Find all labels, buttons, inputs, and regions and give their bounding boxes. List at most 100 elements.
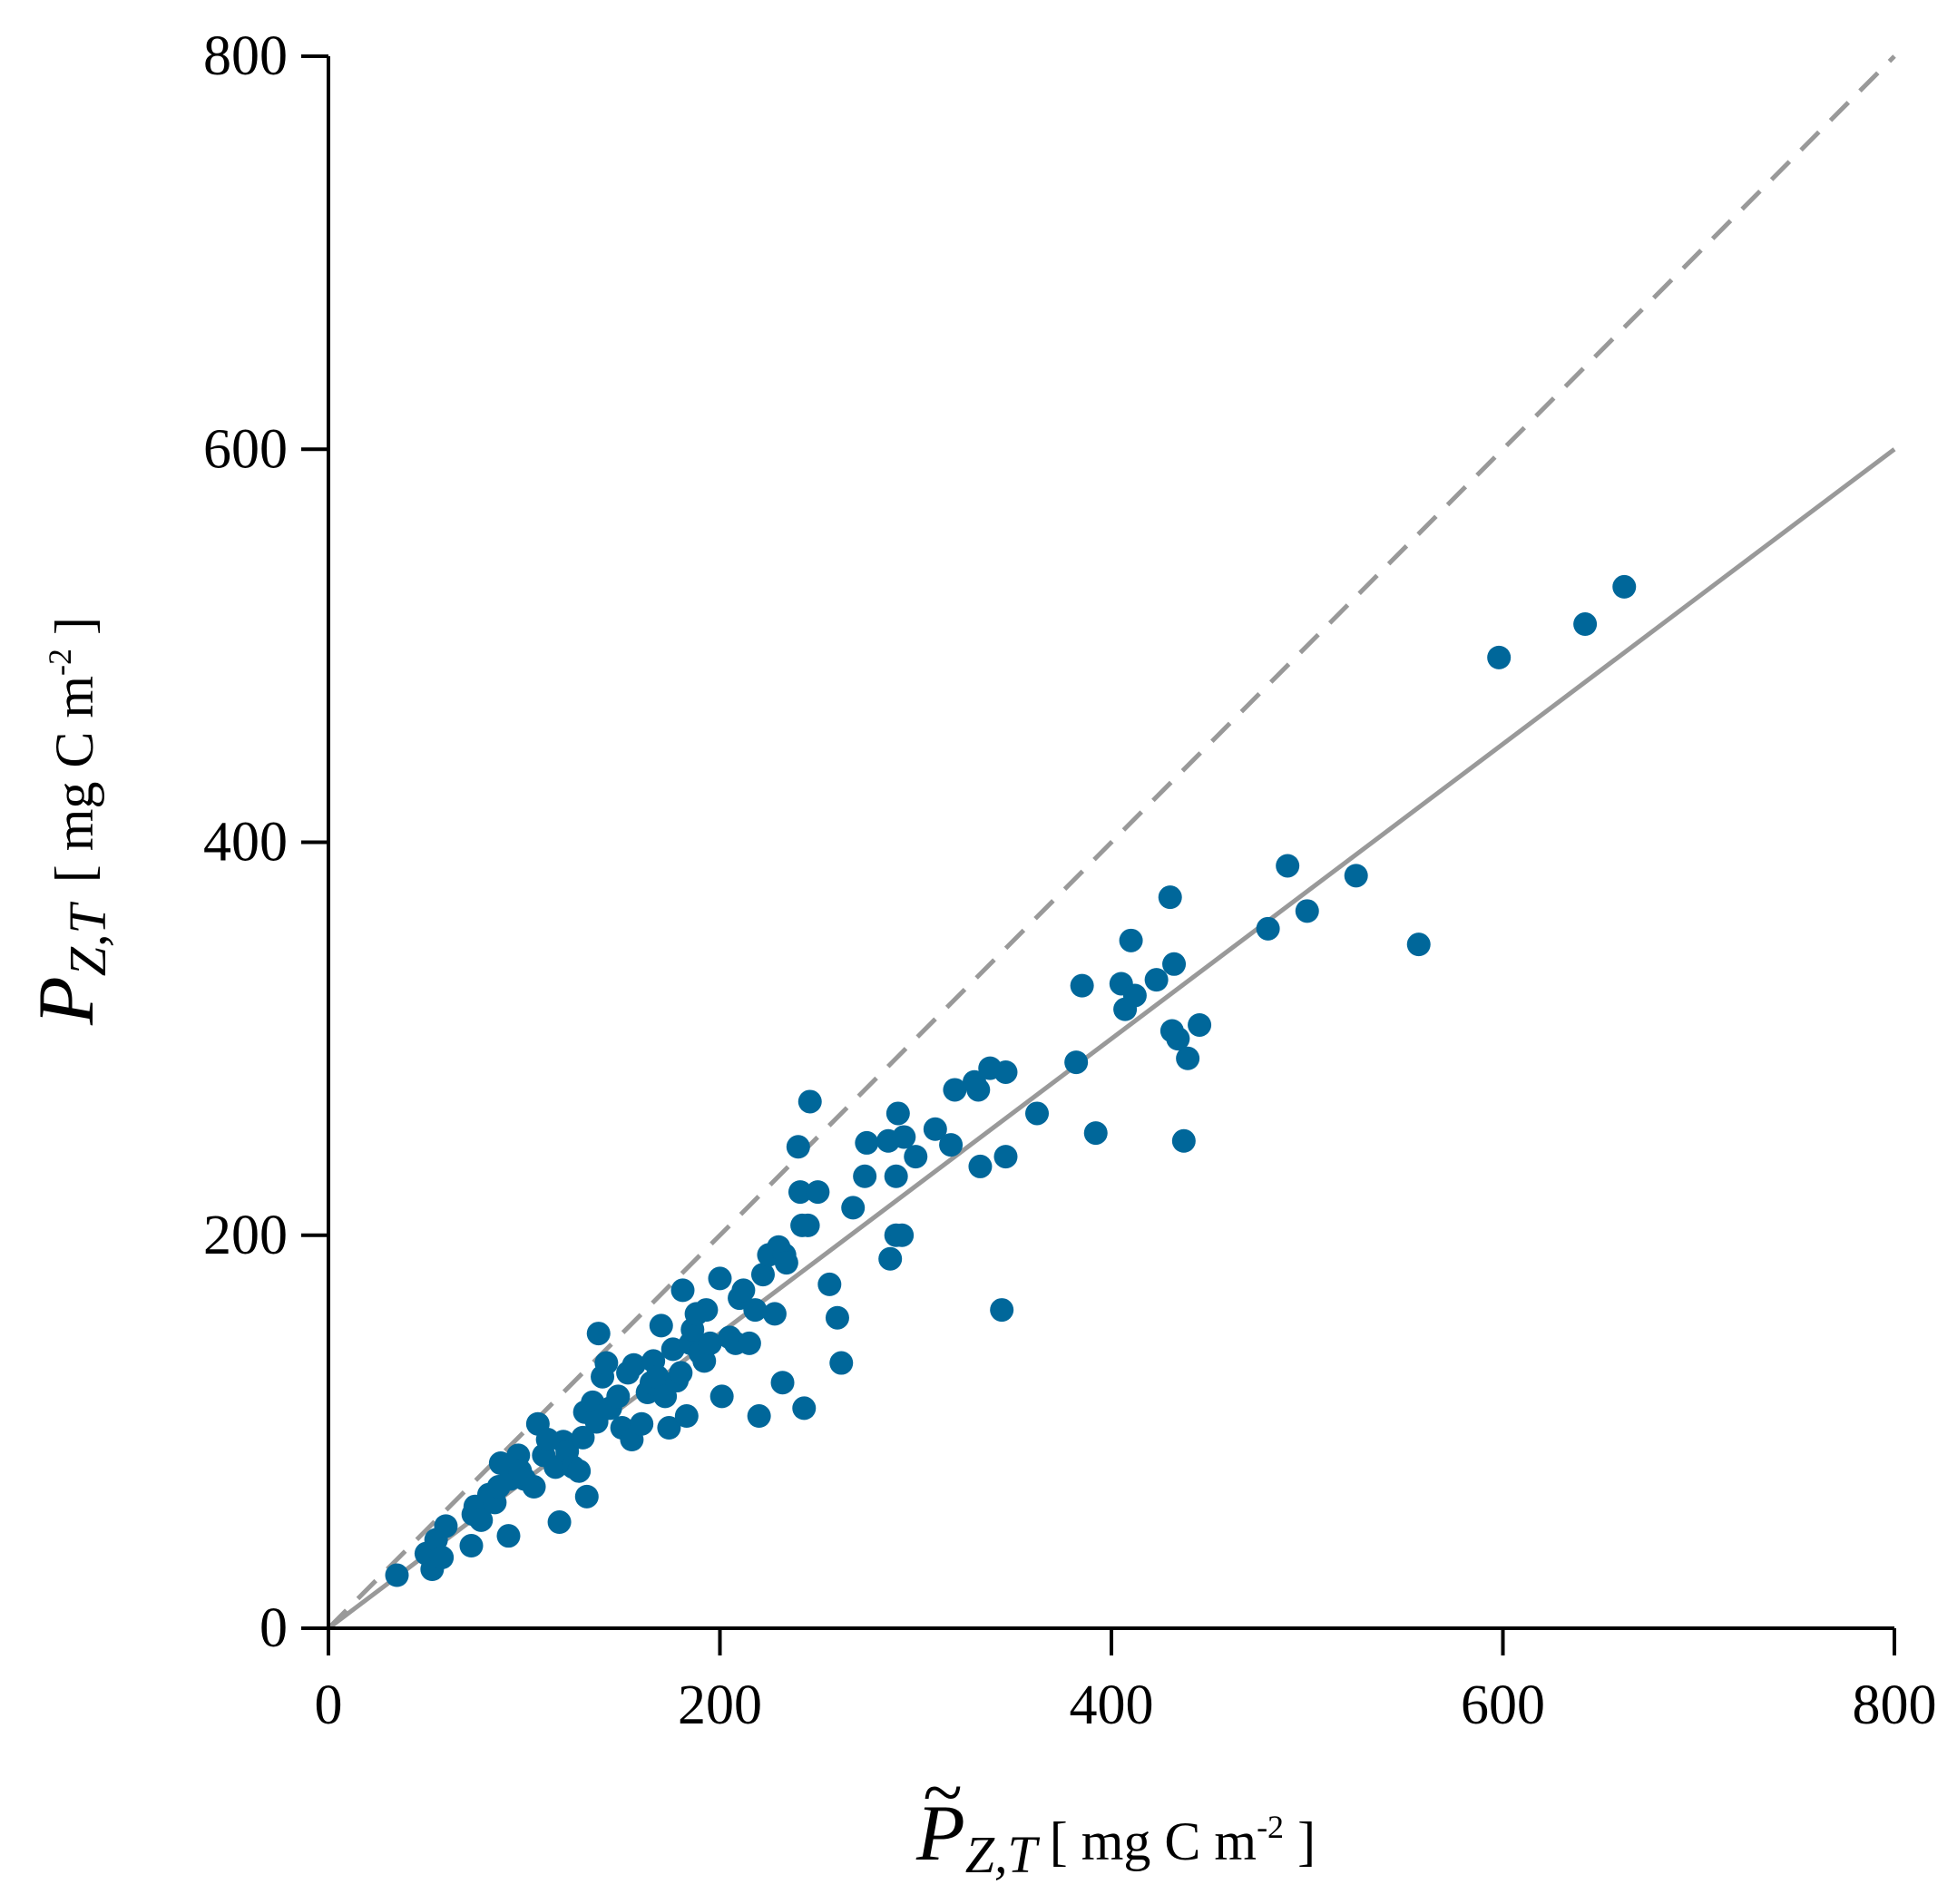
x-axis-accent: ~ — [923, 1753, 962, 1833]
y-axis-units-sup: -2 — [42, 649, 78, 676]
data-point — [774, 1251, 798, 1275]
x-tick-label: 800 — [1853, 1675, 1937, 1736]
data-point — [841, 1196, 866, 1220]
data-point — [797, 1089, 822, 1114]
data-point — [1276, 854, 1300, 878]
data-point — [878, 1246, 903, 1271]
x-tick-label: 0 — [315, 1675, 343, 1736]
data-point — [1344, 864, 1368, 888]
data-point — [770, 1371, 795, 1395]
y-tick-label: 0 — [259, 1597, 288, 1659]
x-tick-label: 600 — [1461, 1675, 1545, 1736]
data-point — [1064, 1050, 1089, 1075]
data-point — [430, 1546, 455, 1570]
data-point — [853, 1164, 877, 1188]
data-point — [750, 1263, 775, 1287]
x-axis-subscript: Z,T — [965, 1825, 1041, 1884]
data-point — [496, 1524, 521, 1548]
data-point — [645, 1364, 670, 1389]
data-point — [1573, 612, 1598, 637]
data-point — [993, 1059, 1018, 1084]
data-point — [731, 1278, 756, 1303]
data-point — [709, 1384, 734, 1409]
data-point — [904, 1145, 928, 1169]
data-point — [825, 1305, 849, 1330]
data-point — [943, 1078, 967, 1102]
y-tick-label: 800 — [203, 25, 288, 87]
data-point — [993, 1145, 1018, 1169]
data-point — [892, 1125, 916, 1149]
data-point — [1119, 928, 1143, 952]
data-point — [698, 1331, 722, 1355]
data-point — [571, 1425, 595, 1450]
data-point — [708, 1266, 732, 1291]
data-point — [743, 1298, 768, 1323]
data-point — [1070, 973, 1094, 998]
data-point — [674, 1404, 699, 1429]
data-point — [1176, 1046, 1200, 1070]
data-point — [1122, 983, 1147, 1008]
data-point — [884, 1164, 908, 1188]
x-axis-title: PZ,T[ mg C m-2 ] — [915, 1790, 1316, 1884]
reference-lines — [327, 54, 1896, 1630]
y-tick-label: 600 — [203, 418, 288, 480]
data-point — [1158, 885, 1182, 910]
data-point — [1256, 916, 1280, 941]
x-tick-label: 200 — [678, 1675, 762, 1736]
data-point — [630, 1411, 654, 1436]
data-point — [669, 1361, 693, 1385]
data-point — [586, 1322, 611, 1346]
data-point — [817, 1272, 842, 1296]
data-point — [1295, 899, 1319, 923]
x-axis-units-sup: -2 — [1257, 1809, 1284, 1845]
data-point — [459, 1534, 484, 1558]
data-point — [657, 1416, 681, 1440]
x-tick-label: 400 — [1070, 1675, 1154, 1736]
y-axis-subscript: Z,T — [58, 902, 117, 977]
data-point — [886, 1101, 910, 1126]
y-tick-label: 400 — [203, 812, 288, 874]
data-point — [1162, 952, 1187, 976]
data-point — [606, 1384, 631, 1409]
data-point — [990, 1298, 1014, 1323]
data-point — [1171, 1128, 1196, 1153]
data-point — [649, 1313, 673, 1338]
data-point — [694, 1298, 719, 1323]
data-point — [829, 1351, 854, 1375]
data-point — [788, 1180, 812, 1205]
data-point — [1188, 1012, 1212, 1037]
data-point — [522, 1475, 546, 1499]
data-point — [1612, 574, 1637, 599]
x-axis-units: [ mg C m — [1050, 1811, 1257, 1871]
data-point — [966, 1078, 991, 1102]
data-point — [1406, 932, 1431, 957]
data-point — [621, 1352, 646, 1377]
data-point — [855, 1130, 879, 1155]
data-point — [747, 1404, 771, 1429]
data-point — [786, 1135, 810, 1159]
y-axis-units-close: ] — [44, 617, 104, 649]
data-point — [594, 1351, 619, 1375]
data-point — [939, 1133, 964, 1157]
data-point — [1166, 1027, 1190, 1051]
x-axis-units-close: ] — [1284, 1811, 1316, 1871]
x-axis-symbol: P — [915, 1790, 965, 1878]
identity-line — [327, 54, 1896, 1630]
data-point — [923, 1117, 947, 1141]
data-point — [385, 1563, 409, 1587]
data-point — [469, 1508, 494, 1532]
data-point — [737, 1331, 761, 1355]
data-point — [796, 1213, 820, 1237]
y-axis-title: PZ,T [ mg C m-2 ] — [23, 617, 117, 1026]
y-axis-symbol: P — [23, 976, 111, 1026]
data-point — [1025, 1101, 1050, 1126]
data-points — [385, 574, 1637, 1587]
y-tick-label: 200 — [203, 1205, 288, 1266]
data-point — [574, 1484, 599, 1509]
data-point — [890, 1223, 915, 1247]
data-point — [1144, 968, 1169, 992]
data-point — [806, 1180, 830, 1205]
ticks: 0 200 400 600 800 0 200 400 600 800 — [203, 25, 1937, 1736]
